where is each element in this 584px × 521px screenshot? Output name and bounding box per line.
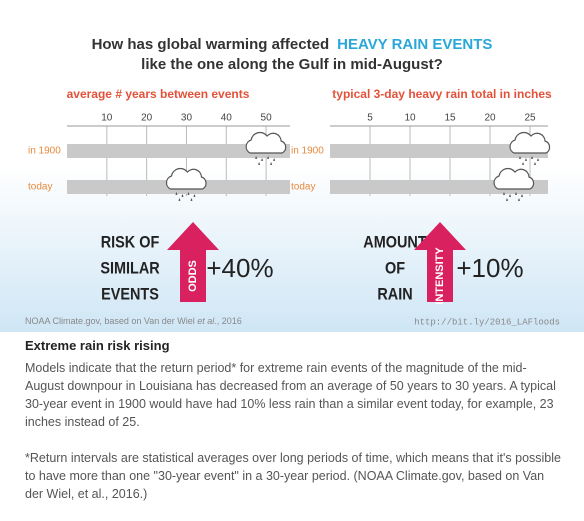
rain-drop: [537, 158, 539, 162]
rain-drop: [519, 156, 521, 160]
chart-title: typical 3-day heavy rain total in inches: [332, 87, 552, 101]
x-tick-label: 25: [524, 113, 536, 124]
rain-drop: [193, 194, 196, 198]
infographic: How has global warming affected HEAVY RAI…: [0, 0, 584, 332]
background: [0, 0, 584, 332]
callout-line: SIMILAR: [100, 259, 160, 277]
x-tick-label: 40: [221, 113, 233, 124]
rain-drop: [273, 158, 276, 162]
callout-line: RISK OF: [101, 233, 160, 251]
rain-drop: [521, 194, 523, 198]
rain-drop: [181, 194, 184, 198]
x-tick-label: 10: [404, 113, 416, 124]
cloud-shape: [165, 167, 207, 190]
callout-line: RAIN: [377, 285, 412, 303]
rain-drop: [534, 162, 536, 166]
rain-drop: [506, 198, 508, 202]
change-label: +10%: [456, 253, 523, 283]
rain-drop: [270, 162, 273, 166]
cloud-shape: [245, 131, 287, 154]
title-line-2: like the one along the Gulf in mid-Augus…: [141, 56, 443, 73]
bar-track: [330, 144, 548, 158]
arrow: [414, 222, 466, 302]
credit-text: et al.: [197, 316, 217, 326]
title-highlight: HEAVY RAIN EVENTS: [337, 36, 492, 53]
x-tick-label: 20: [141, 113, 153, 124]
caption: Extreme rain risk rising Models indicate…: [25, 337, 565, 521]
page: {"header": {"title_start": "How has glob…: [0, 0, 584, 501]
rain-drop: [261, 158, 264, 162]
rain-drop: [509, 194, 511, 198]
caption-title: Extreme rain risk rising: [25, 338, 170, 353]
rain-drop: [522, 162, 524, 166]
arrow-label: ODDS: [187, 260, 199, 292]
credit-url: http://bit.ly/2016_LAFloods: [414, 317, 560, 327]
arrow-label: INTENSITY: [434, 247, 446, 305]
row-label: in 1900: [28, 146, 61, 157]
rain-drop: [267, 156, 270, 160]
x-tick-label: 50: [261, 113, 273, 124]
cloud-marker: [165, 167, 207, 202]
chart-title: average # years between events: [67, 87, 250, 101]
x-tick-label: 5: [367, 113, 373, 124]
footnote: *Return intervals are statistical averag…: [25, 451, 561, 501]
rain-drop: [178, 198, 181, 202]
title-line-1: How has global warming affected HEAVY RAI…: [92, 36, 493, 53]
callout-line: AMOUNT: [363, 233, 427, 251]
cloud-marker: [493, 167, 535, 202]
rain-drop: [258, 162, 261, 166]
callout-line: OF: [385, 259, 405, 277]
change-label: +40%: [206, 253, 273, 283]
rain-drop: [175, 192, 178, 196]
caption-text: Models indicate that the return period* …: [25, 361, 556, 429]
cloud-marker: [245, 131, 287, 166]
cloud-shape: [493, 167, 535, 190]
x-tick-label: 30: [181, 113, 193, 124]
rain-drop: [187, 192, 190, 196]
rain-drop: [518, 198, 520, 202]
callout-line: EVENTS: [101, 285, 159, 303]
credit-text: , 2016: [217, 316, 242, 326]
cloud-marker: [509, 131, 551, 166]
rain-drop: [531, 156, 533, 160]
credit-text: NOAA Climate.gov, based on Van der Wiel: [25, 316, 197, 326]
cloud-shape: [509, 131, 551, 154]
rain-drop: [515, 192, 517, 196]
x-tick-label: 10: [101, 113, 113, 124]
rain-drop: [255, 156, 258, 160]
row-label: today: [28, 182, 52, 193]
title-text: How has global warming affected: [92, 36, 330, 53]
x-tick-label: 20: [484, 113, 496, 124]
row-label: in 1900: [291, 146, 324, 157]
rain-drop: [525, 158, 527, 162]
rain-drop: [190, 198, 193, 202]
credit: NOAA Climate.gov, based on Van der Wiel …: [25, 316, 242, 326]
bar-track: [67, 144, 290, 158]
arrow: [167, 222, 219, 302]
rain-drop: [503, 192, 505, 196]
x-tick-label: 15: [444, 113, 456, 124]
row-label: today: [291, 182, 315, 193]
